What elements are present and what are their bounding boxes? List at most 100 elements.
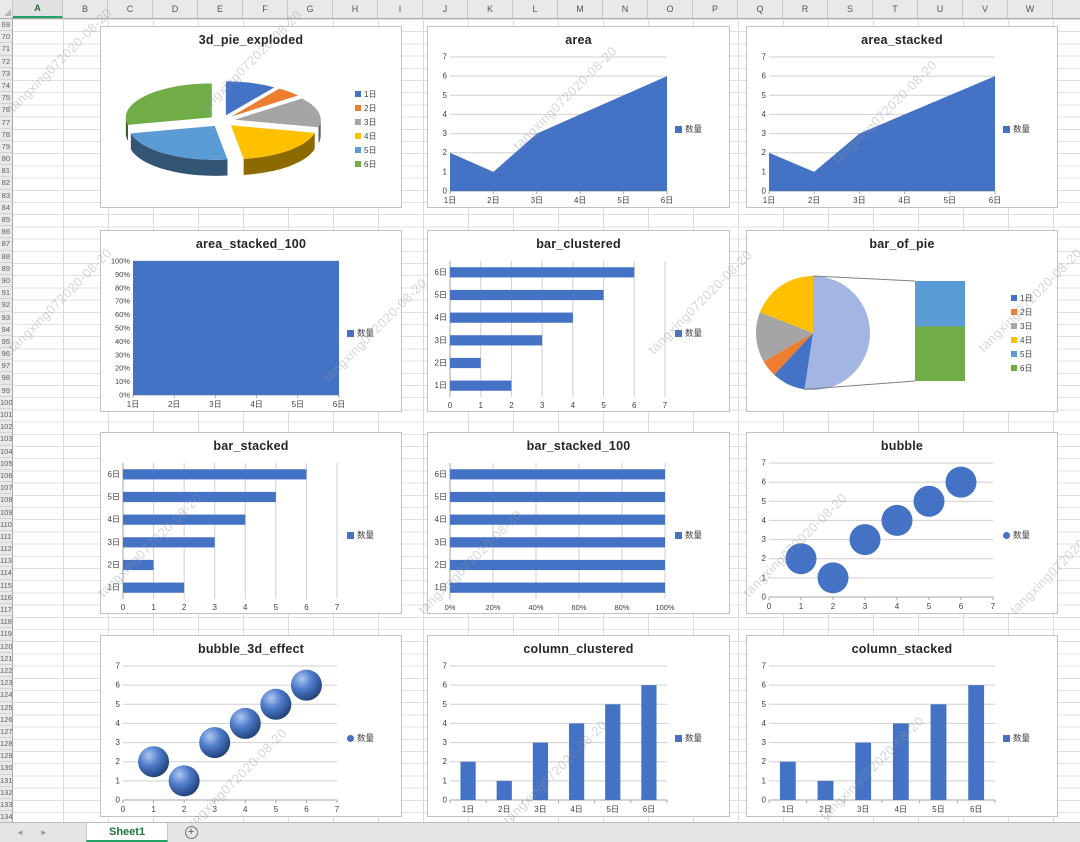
column-header-C[interactable]: C <box>108 0 153 18</box>
chart-bar_stacked_100[interactable]: bar_stacked_100 0% 20% 40% 60% 80% 100% 1日 2日 3日 4… <box>427 432 730 614</box>
column-header-P[interactable]: P <box>693 0 738 18</box>
column-header-A[interactable]: A <box>13 0 63 18</box>
row-header-88[interactable]: 88 <box>0 251 12 263</box>
row-header-130[interactable]: 130 <box>0 762 12 775</box>
row-header-124[interactable]: 124 <box>0 689 12 702</box>
column-header-U[interactable]: U <box>918 0 963 18</box>
row-header-118[interactable]: 118 <box>0 616 12 629</box>
row-header-84[interactable]: 84 <box>0 202 12 214</box>
row-header-80[interactable]: 80 <box>0 153 12 166</box>
row-header-108[interactable]: 108 <box>0 494 12 507</box>
row-header-101[interactable]: 101 <box>0 409 12 422</box>
row-header-79[interactable]: 79 <box>0 141 12 154</box>
row-header-131[interactable]: 131 <box>0 775 12 787</box>
column-header-M[interactable]: M <box>558 0 603 18</box>
row-header-89[interactable]: 89 <box>0 263 12 275</box>
row-header-92[interactable]: 92 <box>0 299 12 312</box>
row-header-119[interactable]: 119 <box>0 628 12 641</box>
row-header-96[interactable]: 96 <box>0 348 12 361</box>
row-header-81[interactable]: 81 <box>0 165 12 178</box>
column-header-F[interactable]: F <box>243 0 288 18</box>
column-header-Q[interactable]: Q <box>738 0 783 18</box>
row-header-75[interactable]: 75 <box>0 92 12 105</box>
row-header-104[interactable]: 104 <box>0 446 12 458</box>
row-header-76[interactable]: 76 <box>0 104 12 117</box>
row-header-93[interactable]: 93 <box>0 312 12 324</box>
row-header-69[interactable]: 69 <box>0 19 12 32</box>
column-header-L[interactable]: L <box>513 0 558 18</box>
row-header-120[interactable]: 120 <box>0 641 12 653</box>
select-all-corner[interactable] <box>0 0 13 18</box>
row-header-91[interactable]: 91 <box>0 287 12 300</box>
row-header-105[interactable]: 105 <box>0 458 12 470</box>
chart-bar_clustered[interactable]: bar_clustered 0 1 2 3 4 5 6 7 1日 2日 3日 4日 5日 6日 数量 <box>427 230 730 412</box>
row-header-132[interactable]: 132 <box>0 787 12 799</box>
row-header-102[interactable]: 102 <box>0 421 12 434</box>
row-header-133[interactable]: 133 <box>0 799 12 812</box>
chart-column_clustered[interactable]: column_clustered 0 1 2 3 4 5 6 7 1日 2日 3日 4日 5日 6日 数量 <box>427 635 730 817</box>
row-header-72[interactable]: 72 <box>0 56 12 68</box>
column-header-G[interactable]: G <box>288 0 333 18</box>
row-header-103[interactable]: 103 <box>0 433 12 446</box>
row-header-73[interactable]: 73 <box>0 68 12 80</box>
row-header-78[interactable]: 78 <box>0 129 12 141</box>
chart-area_stacked[interactable]: area_stacked 0 1 2 3 4 5 6 7 1日 2日 3日 4日 5日 6日 数量 <box>746 26 1058 208</box>
row-header-112[interactable]: 112 <box>0 543 12 556</box>
row-header-74[interactable]: 74 <box>0 80 12 93</box>
chart-area[interactable]: area 0 1 2 3 4 5 6 7 1日 2日 3日 4日 5日 6日 数量 <box>427 26 730 208</box>
column-header-O[interactable]: O <box>648 0 693 18</box>
row-header-113[interactable]: 113 <box>0 555 12 568</box>
row-header-82[interactable]: 82 <box>0 177 12 190</box>
column-header-D[interactable]: D <box>153 0 198 18</box>
row-header-106[interactable]: 106 <box>0 470 12 483</box>
chart-bubble[interactable]: bubble 0 1 2 3 4 5 6 7 0 1 2 3 4 5 6 7 数量 <box>746 432 1058 614</box>
row-header-109[interactable]: 109 <box>0 507 12 519</box>
row-header-85[interactable]: 85 <box>0 214 12 227</box>
column-header-T[interactable]: T <box>873 0 918 18</box>
row-header-97[interactable]: 97 <box>0 360 12 373</box>
column-header-K[interactable]: K <box>468 0 513 18</box>
row-header-125[interactable]: 125 <box>0 702 12 714</box>
nav-right-icon[interactable]: ► <box>39 828 48 837</box>
row-header-114[interactable]: 114 <box>0 567 12 580</box>
sheet-tab-sheet1[interactable]: Sheet1 <box>86 823 169 842</box>
row-header-90[interactable]: 90 <box>0 275 12 288</box>
row-header-100[interactable]: 100 <box>0 397 12 409</box>
row-header-83[interactable]: 83 <box>0 190 12 202</box>
row-header-98[interactable]: 98 <box>0 372 12 385</box>
row-header-95[interactable]: 95 <box>0 336 12 349</box>
column-header-R[interactable]: R <box>783 0 828 18</box>
row-header-86[interactable]: 86 <box>0 226 12 239</box>
nav-left-icon[interactable]: ◄ <box>16 828 24 837</box>
column-header-B[interactable]: B <box>63 0 108 18</box>
chart-column_stacked[interactable]: column_stacked 0 1 2 3 4 5 6 7 1日 2日 3日 4日 5日 6日 数量 <box>746 635 1058 817</box>
column-header-J[interactable]: J <box>423 0 468 18</box>
row-header-110[interactable]: 110 <box>0 519 12 531</box>
row-header-117[interactable]: 117 <box>0 604 12 617</box>
column-header-V[interactable]: V <box>963 0 1008 18</box>
row-header-71[interactable]: 71 <box>0 43 12 56</box>
row-header-115[interactable]: 115 <box>0 580 12 592</box>
column-header-I[interactable]: I <box>378 0 423 18</box>
chart-bar_stacked[interactable]: bar_stacked 0 1 2 3 4 5 6 7 1日 2日 3日 4日 5日 6日 数量 <box>100 432 402 614</box>
row-header-127[interactable]: 127 <box>0 726 12 739</box>
row-header-87[interactable]: 87 <box>0 238 12 251</box>
row-header-123[interactable]: 123 <box>0 677 12 690</box>
chart-bar_of_pie[interactable]: bar_of_pie 1日 2日 3日 4日 5日 6日 <box>746 230 1058 412</box>
row-header-126[interactable]: 126 <box>0 714 12 726</box>
row-header-129[interactable]: 129 <box>0 750 12 763</box>
column-header-N[interactable]: N <box>603 0 648 18</box>
add-sheet-button[interactable]: + <box>168 823 214 842</box>
chart-area_stacked_100[interactable]: area_stacked_100 0% 10% 20% 30% 40% 50% 60% 70% 8… <box>100 230 402 412</box>
row-header-111[interactable]: 111 <box>0 531 12 544</box>
row-header-107[interactable]: 107 <box>0 482 12 495</box>
row-header-128[interactable]: 128 <box>0 738 12 751</box>
column-header-W[interactable]: W <box>1008 0 1053 18</box>
row-header-70[interactable]: 70 <box>0 31 12 44</box>
row-header-77[interactable]: 77 <box>0 117 12 129</box>
row-header-116[interactable]: 116 <box>0 592 12 604</box>
chart-bubble_3d_effect[interactable]: bubble_3d_effect 0 1 2 3 4 5 6 7 0 1 2 3 4 5 6 7 数量 <box>100 635 402 817</box>
column-header-E[interactable]: E <box>198 0 243 18</box>
chart-3d_pie_exploded[interactable]: 3d_pie_exploded 1日 2日 3日 4日 5日 6日 <box>100 26 402 208</box>
row-header-122[interactable]: 122 <box>0 665 12 678</box>
